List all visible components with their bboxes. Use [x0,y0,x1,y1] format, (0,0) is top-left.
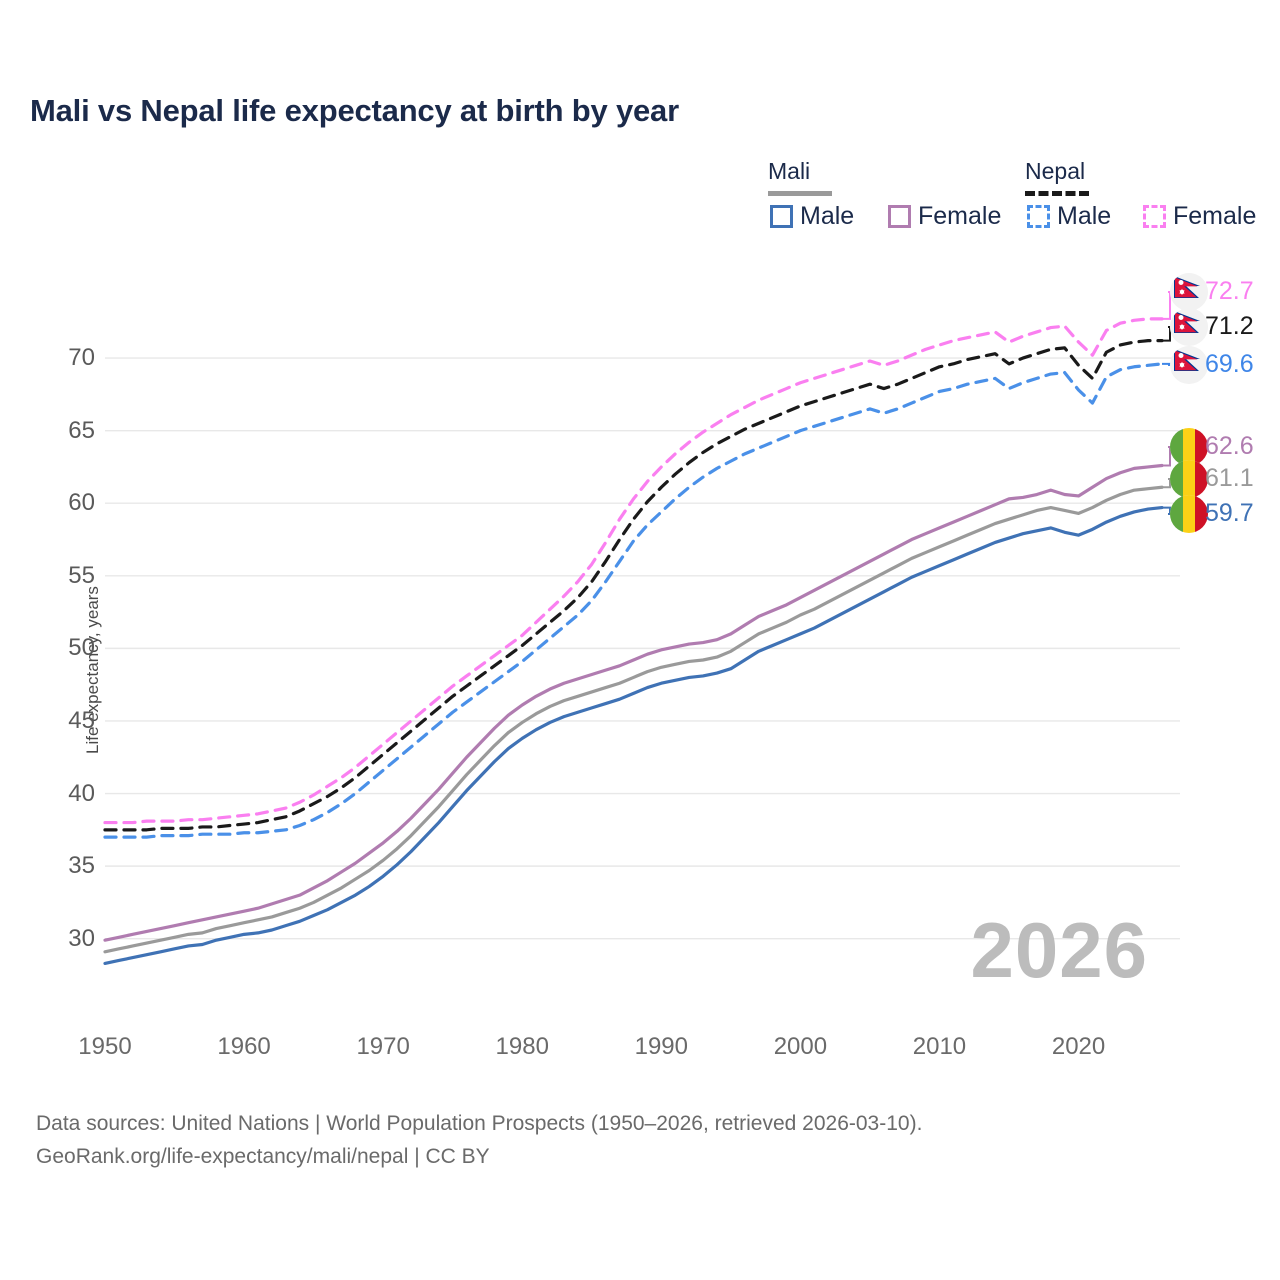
legend-swatch-icon [770,205,793,228]
leader-lines [1162,291,1171,515]
legend-rule-nepal [1025,191,1089,196]
x-axis-tick-label: 1980 [495,1033,549,1060]
legend-item-label: Male [1057,202,1112,230]
leader-line [1162,506,1171,515]
footer-line-1: Data sources: United Nations | World Pop… [36,1112,923,1135]
series-end-value: 59.7 [1205,499,1254,527]
leader-line [1162,326,1171,342]
y-axis-tick-label: 30 [68,924,95,952]
x-axis-tick-label: 2010 [912,1033,967,1060]
x-axis-tick-label: 1990 [634,1033,688,1060]
series-line [103,339,1164,832]
leader-line [1162,446,1171,467]
series-line [103,317,1164,825]
legend-item-label: Male [800,202,855,230]
series-lines [103,317,1164,965]
mali-flag-icon [1170,460,1208,498]
x-axis-tick-label: 2000 [773,1033,828,1060]
y-axis-tick-label: 65 [68,416,95,444]
series-line [103,463,1164,942]
series-line [103,505,1164,965]
y-axis-tick-label: 45 [68,706,95,734]
series-end-value: 62.6 [1205,432,1254,460]
y-axis-tick-label: 50 [68,634,95,662]
legend-swatch-icon [888,205,911,228]
footer-credits: Data sources: United Nations | World Pop… [36,1108,922,1173]
legend-item-nepal-male[interactable]: Male [1027,204,1111,229]
y-axis-tick-label: 60 [68,489,95,517]
legend-group-nepal: Nepal [1025,158,1086,184]
series-end-value: 69.6 [1205,350,1254,378]
legend-item-nepal-female[interactable]: Female [1143,204,1256,229]
mali-flag-icon [1170,495,1208,533]
series-end-value: 71.2 [1205,312,1254,340]
legend-item-mali-male[interactable]: Male [770,204,854,229]
leader-line [1162,291,1171,320]
y-axis-tick-label: 40 [68,779,95,807]
legend-item-mali-female[interactable]: Female [888,204,1001,229]
legend-swatch-icon [1027,205,1050,228]
year-watermark: 2026 [970,906,1148,994]
chart-legend: Mali Nepal Male Female Male Female [760,158,1260,242]
leader-line [1162,362,1171,366]
y-axis-tick-label: 35 [68,852,95,880]
nepal-flag-icon [1170,346,1208,384]
mali-flag-icon [1170,428,1208,466]
nepal-flag-icon [1170,308,1208,346]
leader-line [1162,478,1171,489]
x-axis-tick-label: 1950 [78,1033,132,1060]
page-title: Mali vs Nepal life expectancy at birth b… [30,93,679,128]
gridlines [105,357,1180,940]
nepal-flag-icon [1170,273,1208,311]
legend-group-mali: Mali [768,158,811,184]
legend-rule-mali [768,191,832,196]
legend-item-label: Female [918,202,1002,230]
series-line [103,362,1164,839]
legend-swatch-icon [1143,205,1166,228]
series-end-value: 61.1 [1205,464,1254,492]
footer-line-2: GeoRank.org/life-expectancy/mali/nepal |… [36,1144,490,1168]
x-axis-tick-label: 1960 [217,1033,271,1060]
y-axis-tick-label: 55 [68,561,95,589]
series-line [103,485,1164,954]
series-end-value: 72.7 [1205,277,1254,305]
x-axis-tick-label: 2020 [1051,1033,1106,1060]
legend-item-label: Female [1173,202,1257,230]
x-axis-tick-label: 1970 [356,1033,410,1060]
y-axis-tick-label: 70 [68,344,95,372]
